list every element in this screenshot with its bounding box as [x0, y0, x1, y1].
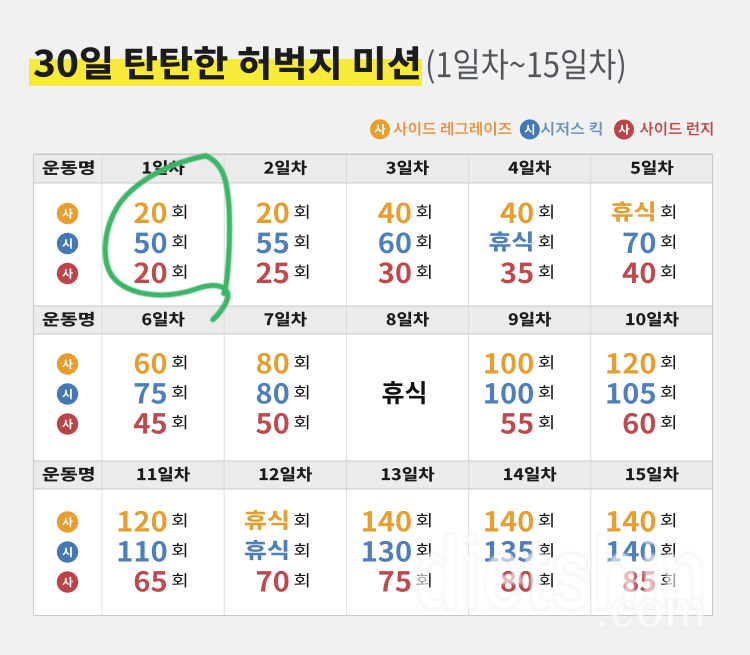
svg-text:.com: .com — [596, 580, 706, 640]
svg-text:dietshin: dietshin — [414, 516, 707, 632]
